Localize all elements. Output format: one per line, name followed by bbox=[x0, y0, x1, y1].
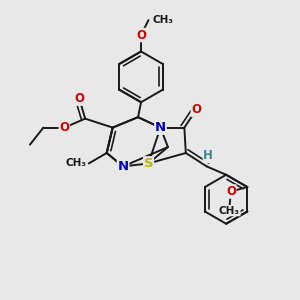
Text: O: O bbox=[191, 103, 201, 116]
Text: O: O bbox=[226, 185, 236, 198]
Text: S: S bbox=[144, 157, 153, 170]
Text: CH₃: CH₃ bbox=[219, 206, 240, 216]
Text: O: O bbox=[136, 28, 146, 41]
Text: H: H bbox=[203, 149, 213, 163]
Text: CH₃: CH₃ bbox=[65, 158, 86, 168]
Text: O: O bbox=[59, 121, 69, 134]
Text: N: N bbox=[118, 160, 129, 173]
Text: CH₃: CH₃ bbox=[152, 15, 173, 25]
Text: N: N bbox=[155, 121, 166, 134]
Text: O: O bbox=[74, 92, 84, 105]
